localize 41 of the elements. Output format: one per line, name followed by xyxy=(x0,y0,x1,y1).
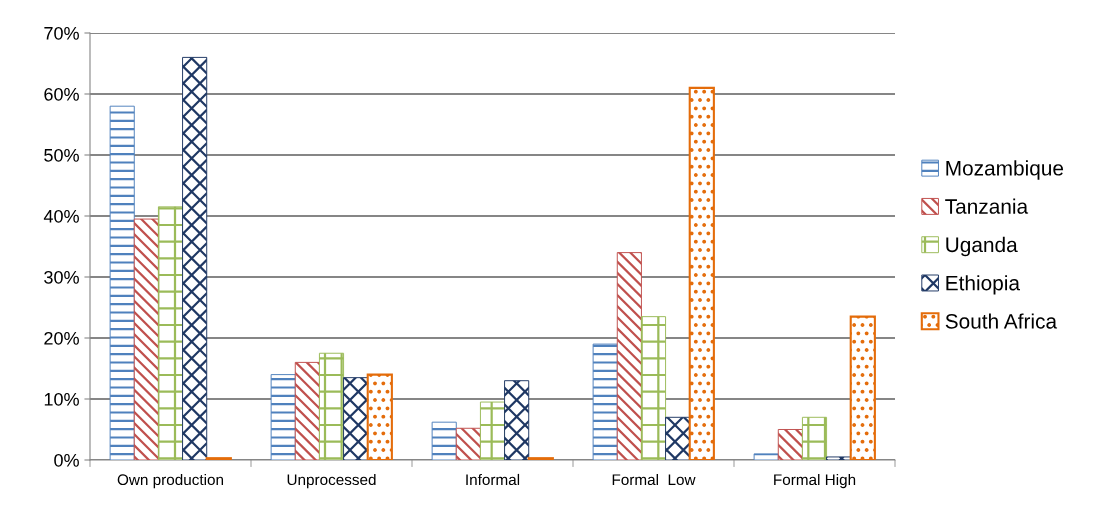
bar xyxy=(640,316,667,460)
legend-label: Mozambique xyxy=(946,160,1064,180)
bar xyxy=(133,218,159,460)
bar xyxy=(431,421,457,460)
legend-label: Ethiopia xyxy=(946,275,1020,295)
y-tick-label: 20% xyxy=(44,331,79,345)
bar xyxy=(294,361,320,460)
legend-label: Uganda xyxy=(946,236,1018,257)
x-tick-label: Own production xyxy=(117,473,224,489)
y-tick-label: 0% xyxy=(54,453,79,467)
bar xyxy=(801,416,828,460)
bar xyxy=(318,352,345,460)
bar xyxy=(777,429,803,460)
x-tick-label: Formal High xyxy=(774,473,856,489)
bar xyxy=(157,206,184,460)
y-tick-label: 40% xyxy=(43,209,79,223)
x-tick-label: Unprocessed xyxy=(287,473,376,489)
bar xyxy=(109,105,135,460)
y-tick-label: 70% xyxy=(44,26,79,40)
y-tick-label: 60% xyxy=(44,87,79,101)
bar xyxy=(270,374,296,460)
x-tick-label: Formal Low xyxy=(612,473,696,486)
x-tick-label: Informal xyxy=(466,473,520,486)
bar xyxy=(455,427,481,460)
bar xyxy=(592,343,618,460)
bar xyxy=(616,252,642,460)
bar xyxy=(826,456,852,460)
bar xyxy=(665,416,691,460)
legend-label: Tanzania xyxy=(945,198,1029,214)
legend-label: South Africa xyxy=(945,313,1058,329)
bar xyxy=(849,315,876,460)
bar xyxy=(366,373,393,460)
y-tick-label: 10% xyxy=(44,392,79,406)
y-tick-label: 50% xyxy=(44,148,79,162)
bar xyxy=(504,380,530,460)
bar xyxy=(343,377,369,460)
bar xyxy=(753,453,779,460)
bar xyxy=(479,401,506,460)
bar xyxy=(182,56,208,460)
bar xyxy=(688,86,715,460)
y-tick-label: 30% xyxy=(44,270,79,284)
